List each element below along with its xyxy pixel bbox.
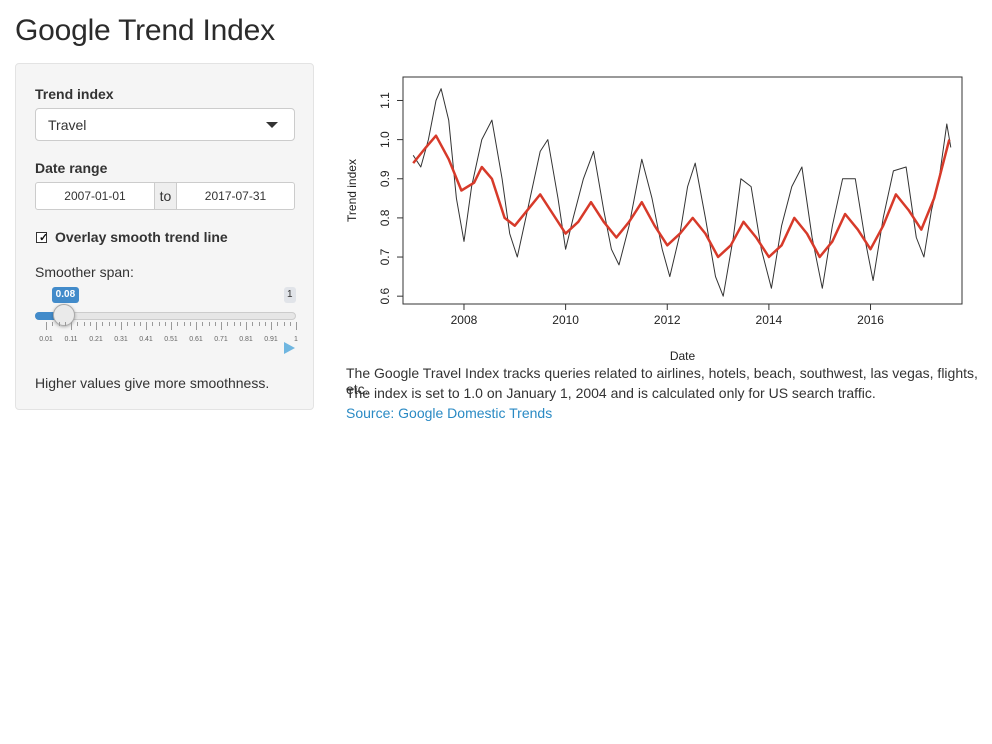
date-range-label: Date range	[35, 160, 108, 176]
slider-major-tick	[46, 322, 47, 330]
check-icon: ✓	[39, 232, 49, 244]
y-tick-label: 1.1	[378, 92, 392, 109]
slider-major-tick	[246, 322, 247, 330]
slider-major-tick	[146, 322, 147, 330]
description-line-2: The index is set to 1.0 on January 1, 20…	[346, 385, 876, 401]
slider-minor-tick	[127, 322, 129, 326]
slider-minor-tick	[214, 322, 216, 326]
slider-handle[interactable]	[52, 304, 75, 326]
slider-minor-tick	[177, 322, 179, 326]
date-separator: to	[155, 182, 176, 210]
slider-minor-tick	[89, 322, 91, 326]
y-tick-label: 0.7	[378, 248, 392, 265]
slider-minor-tick	[233, 322, 235, 326]
slider-tick-label: 0.01	[39, 336, 53, 343]
overlay-checkbox[interactable]: ✓	[36, 232, 49, 244]
y-tick-label: 0.6	[378, 288, 392, 305]
slider-major-tick	[71, 322, 72, 330]
slider-minor-tick	[52, 322, 54, 326]
play-icon[interactable]	[284, 342, 295, 354]
slider-value-badge: 0.08	[51, 287, 80, 303]
slider-tick-label: 0.31	[114, 336, 128, 343]
slider-minor-tick	[164, 322, 166, 326]
slider-minor-tick	[139, 322, 141, 326]
slider-minor-tick	[289, 322, 291, 326]
slider-max-badge: 1	[284, 287, 296, 303]
slider-tick-label: 0.21	[89, 336, 103, 343]
overlay-label[interactable]: Overlay smooth trend line	[55, 229, 228, 245]
slider-minor-tick	[83, 322, 85, 326]
x-tick-label: 2016	[857, 313, 884, 327]
slider-minor-tick	[183, 322, 185, 326]
slider-minor-tick	[277, 322, 279, 326]
slider-minor-tick	[158, 322, 160, 326]
x-tick-label: 2008	[451, 313, 478, 327]
slider-tick-label: 0.81	[239, 336, 253, 343]
slider-major-tick	[121, 322, 122, 330]
slider-minor-tick	[252, 322, 254, 326]
smoother-span-label: Smoother span:	[35, 264, 134, 280]
slider-minor-tick	[239, 322, 241, 326]
x-tick-label: 2012	[654, 313, 681, 327]
y-tick-label: 0.8	[378, 209, 392, 226]
help-text: Higher values give more smoothness.	[35, 375, 270, 391]
date-to-input[interactable]: 2017-07-31	[176, 182, 295, 210]
slider-major-tick	[271, 322, 272, 330]
slider-tick-label: 1	[294, 336, 298, 343]
slider-major-tick	[196, 322, 197, 330]
source-link[interactable]: Source: Google Domestic Trends	[346, 405, 553, 421]
sidebar-panel: Trend index Travel Date range 2007-01-01…	[15, 63, 314, 410]
slider-fill	[35, 312, 64, 320]
trend-plot: 2008 2010 2012 2014 2016 0.6 0.7 0.8 0.9 1.0 1.1 Da…	[340, 66, 980, 366]
slider-major-tick	[96, 322, 97, 330]
trend-index-label: Trend index	[35, 86, 114, 102]
slider-minor-tick	[264, 322, 266, 326]
trend-index-select[interactable]: Travel	[35, 108, 295, 141]
slider-major-tick	[171, 322, 172, 330]
date-range-input: 2007-01-01 to 2017-07-31	[35, 182, 295, 210]
slider-major-tick	[221, 322, 222, 330]
slider-minor-tick	[258, 322, 260, 326]
slider-minor-tick	[208, 322, 210, 326]
chevron-down-icon	[266, 122, 278, 128]
slider-minor-tick	[133, 322, 135, 326]
y-tick-label: 1.0	[378, 131, 392, 148]
x-axis-label: Date	[670, 349, 696, 363]
slider-major-tick	[296, 322, 297, 330]
slider-tick-label: 0.41	[139, 336, 153, 343]
slider-minor-tick	[58, 322, 60, 326]
date-from-input[interactable]: 2007-01-01	[35, 182, 155, 210]
slider-tick-label: 0.91	[264, 336, 278, 343]
plot-frame	[402, 76, 963, 305]
y-axis-label: Trend index	[345, 159, 359, 222]
x-tick-label: 2014	[756, 313, 783, 327]
slider-tick-label: 0.11	[64, 336, 78, 343]
slider-minor-tick	[102, 322, 104, 326]
trend-index-value: Travel	[48, 117, 87, 133]
slider-tick-label: 0.61	[189, 336, 203, 343]
smooth-trend-line	[412, 134, 951, 259]
slider-grid: 0.01 0.11 0.21 0.31 0.41 0.51 0.61 0.71 0.81 0.91…	[35, 322, 298, 352]
slider-minor-tick	[108, 322, 110, 326]
slider-minor-tick	[202, 322, 204, 326]
slider-minor-tick	[227, 322, 229, 326]
raw-series-line	[412, 88, 952, 297]
x-tick-label: 2010	[552, 313, 579, 327]
slider-minor-tick	[114, 322, 116, 326]
slider-minor-tick	[152, 322, 154, 326]
slider-minor-tick	[283, 322, 285, 326]
description-line-1: The Google Travel Index tracks queries r…	[346, 365, 978, 397]
slider-minor-tick	[77, 322, 79, 326]
slider-tick-label: 0.71	[214, 336, 228, 343]
slider-minor-tick	[189, 322, 191, 326]
page-title: Google Trend Index	[15, 14, 275, 47]
slider-minor-tick	[64, 322, 66, 326]
trend-chart-svg: 2008 2010 2012 2014 2016 0.6 0.7 0.8 0.9 1.0 1.1 Da…	[345, 76, 963, 363]
y-tick-label: 0.9	[378, 170, 392, 187]
slider-tick-label: 0.51	[164, 336, 178, 343]
